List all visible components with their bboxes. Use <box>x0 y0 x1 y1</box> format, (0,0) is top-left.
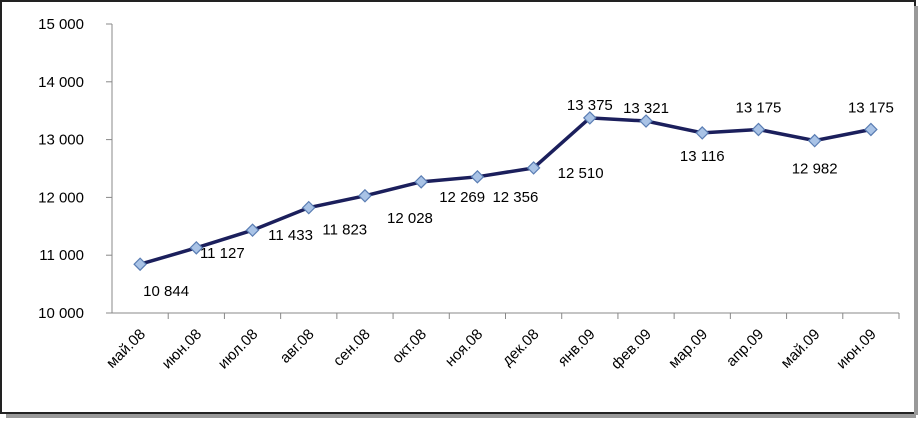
line <box>139 116 872 266</box>
data-label: 11 823 <box>322 222 367 239</box>
y-tick-label: 10 000 <box>38 305 84 322</box>
marker <box>526 161 541 175</box>
data-label: 11 433 <box>268 227 313 244</box>
marker <box>133 257 147 272</box>
y-tick-label: 15 000 <box>38 16 84 33</box>
data-label: 13 175 <box>848 99 894 116</box>
chart-frame <box>0 0 916 414</box>
marker <box>245 223 260 238</box>
marker <box>582 111 597 125</box>
data-label: 13 116 <box>680 148 725 165</box>
marker <box>695 126 710 140</box>
marker <box>358 188 372 203</box>
marker <box>470 169 485 184</box>
y-tick-label: 14 000 <box>38 74 84 91</box>
y-tick-label: 11 000 <box>39 247 84 264</box>
marker <box>864 122 878 137</box>
data-label: 10 844 <box>143 283 189 300</box>
marker <box>751 122 766 137</box>
data-label: 12 028 <box>387 210 433 227</box>
marker <box>301 200 316 215</box>
data-label: 11 127 <box>200 245 245 262</box>
data-label: 13 375 <box>567 97 613 114</box>
marker <box>414 175 429 189</box>
marker <box>807 133 822 148</box>
data-label: 12 510 <box>558 165 604 182</box>
y-tick-label: 13 000 <box>38 132 84 149</box>
data-label: 12 356 <box>492 189 538 206</box>
y-tick-label: 12 000 <box>38 189 84 206</box>
data-label: 12 269 <box>439 189 485 206</box>
marker <box>639 114 653 128</box>
data-label: 12 982 <box>792 161 838 178</box>
data-label: 13 175 <box>736 99 782 116</box>
data-label: 13 321 <box>623 100 669 117</box>
marker <box>189 241 204 255</box>
